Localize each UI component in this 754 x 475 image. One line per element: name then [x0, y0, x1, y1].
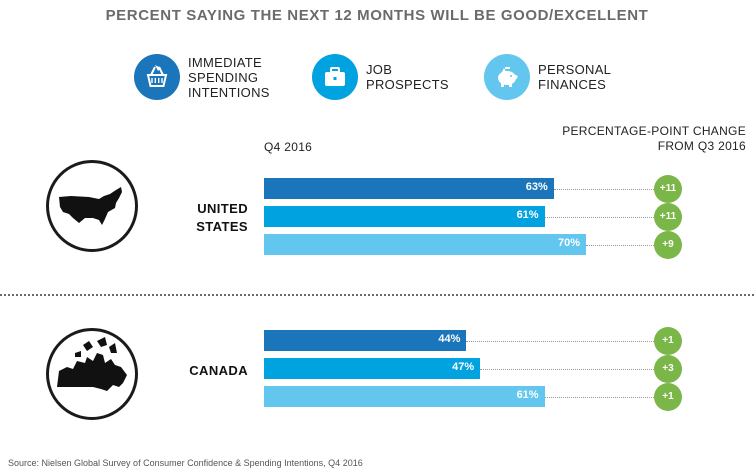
bar-united-states-series-1: 63%	[264, 178, 554, 199]
briefcase-icon	[312, 54, 358, 100]
bar-value-label: 47%	[452, 361, 475, 373]
legend-item-job: JOB PROSPECTS	[312, 54, 476, 100]
bar-value-label: 70%	[557, 237, 580, 249]
bar-value-label: 61%	[516, 209, 539, 221]
bar-canada-series-3: 61%	[264, 386, 545, 407]
guide-line	[480, 368, 654, 370]
bar-canada-series-1: 44%	[264, 330, 467, 351]
legend-item-finances: PERSONAL FINANCES	[484, 54, 648, 100]
legend-label-spending: IMMEDIATE SPENDING INTENTIONS	[188, 54, 270, 100]
change-badge: +11	[654, 202, 682, 231]
chart-title: PERCENT SAYING THE NEXT 12 MONTHS WILL B…	[105, 7, 649, 24]
legend-label-job: JOB PROSPECTS	[366, 62, 449, 92]
bar-value-label: 63%	[525, 181, 548, 193]
change-badge: +3	[654, 354, 682, 383]
change-badge: +9	[654, 230, 682, 259]
change-badge: +11	[654, 174, 682, 203]
bar-value-label: 61%	[516, 389, 539, 401]
country-label-canada: CANADA	[189, 363, 248, 378]
shopping-basket-icon	[134, 54, 180, 100]
legend-label-finances: PERSONAL FINANCES	[538, 62, 611, 92]
column-label-change: PERCENTAGE-POINT CHANGE FROM Q3 2016	[562, 124, 746, 153]
guide-line	[544, 396, 654, 398]
piggy-bank-icon	[484, 54, 530, 100]
united-states-map-icon	[46, 160, 138, 252]
bar-canada-series-2: 47%	[264, 358, 481, 379]
guide-line	[553, 188, 654, 190]
country-label-united-states: UNITED STATES	[196, 201, 248, 234]
source-note: Source: Nielsen Global Survey of Consume…	[8, 458, 363, 468]
bar-united-states-series-2: 61%	[264, 206, 545, 227]
guide-line	[544, 216, 654, 218]
column-label-q4: Q4 2016	[264, 140, 313, 154]
bar-united-states-series-3: 70%	[264, 234, 586, 255]
guide-line	[466, 340, 654, 342]
legend-item-spending: IMMEDIATE SPENDING INTENTIONS	[134, 54, 298, 100]
guide-line	[586, 244, 654, 246]
change-badge: +1	[654, 382, 682, 411]
change-badge: +1	[654, 326, 682, 355]
section-divider	[0, 294, 754, 296]
canada-map-icon	[46, 328, 138, 420]
bar-value-label: 44%	[438, 333, 461, 345]
